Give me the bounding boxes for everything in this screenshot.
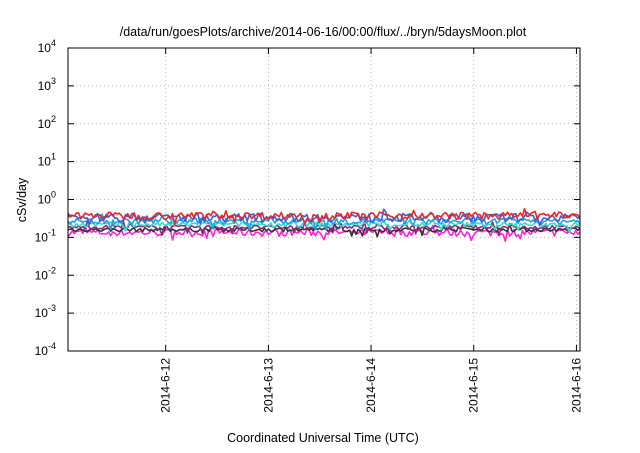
x-axis-label: Coordinated Universal Time (UTC) <box>227 431 419 445</box>
data-series <box>67 207 581 243</box>
y-tick-label: 101 <box>38 152 56 169</box>
y-tick-label: 100 <box>38 190 56 207</box>
y-tick-label: 10-1 <box>35 227 56 244</box>
series-line <box>67 207 581 226</box>
y-tick-label: 104 <box>38 38 56 55</box>
y-tick-label: 10-4 <box>35 341 56 358</box>
chart-title: /data/run/goesPlots/archive/2014-06-16/0… <box>120 25 527 39</box>
grid-lines <box>68 48 580 351</box>
x-tick-label: 2014-6-13 <box>261 358 275 413</box>
x-tick-label: 2014-6-16 <box>569 358 583 413</box>
y-tick-label: 10-2 <box>35 265 56 282</box>
y-axis-ticks: 10-4 10-3 10-2 10-1 100 101 102 103 104 <box>35 38 580 358</box>
series-line <box>67 224 581 243</box>
x-tick-label: 2014-6-15 <box>467 358 481 413</box>
series-line <box>67 213 581 231</box>
y-tick-label: 102 <box>38 114 56 131</box>
y-tick-label: 10-3 <box>35 303 56 320</box>
y-axis-label: cSv/day <box>15 177 29 222</box>
x-tick-label: 2014-6-12 <box>159 358 173 413</box>
x-axis-ticks: 2014-6-12 2014-6-13 2014-6-14 2014-6-15 2014… <box>159 48 583 413</box>
y-tick-label: 103 <box>38 76 56 93</box>
x-tick-label: 2014-6-14 <box>364 358 378 413</box>
